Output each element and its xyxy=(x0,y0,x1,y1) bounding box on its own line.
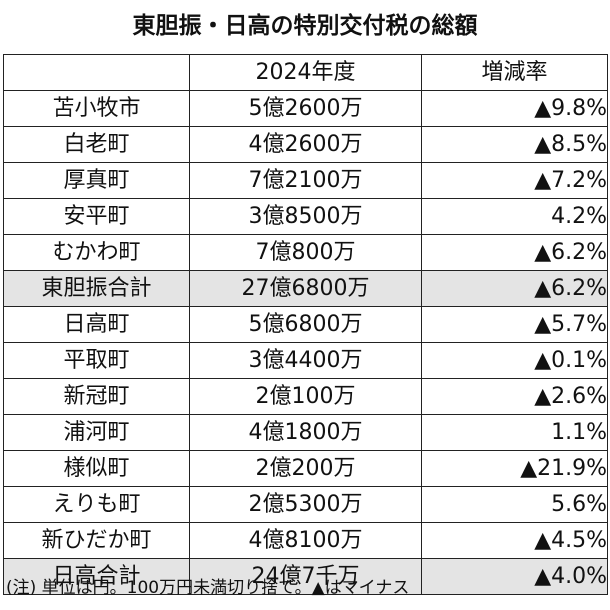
rate-cell: ▲7.2% xyxy=(421,162,608,199)
rate-cell: 4.2% xyxy=(421,198,608,235)
name-cell: 浦河町 xyxy=(3,414,190,451)
amount-cell: 5億6800万 xyxy=(189,306,422,343)
rate-cell: ▲8.5% xyxy=(421,126,608,163)
table-row: 厚真町 7億2100万 ▲7.2% xyxy=(3,162,608,199)
tax-table: 2024年度 増減率 苫小牧市 5億2600万 ▲9.8% 白老町 4億2600万 ▲8.… xyxy=(3,54,608,595)
rate-cell: ▲4.0% xyxy=(421,558,608,595)
amount-cell: 27億6800万 xyxy=(189,270,422,307)
table-header-row: 2024年度 増減率 xyxy=(3,54,608,91)
name-cell: 平取町 xyxy=(3,342,190,379)
name-cell: 東胆振合計 xyxy=(3,270,190,307)
amount-cell: 7億2100万 xyxy=(189,162,422,199)
name-cell: むかわ町 xyxy=(3,234,190,271)
rate-cell: ▲4.5% xyxy=(421,522,608,559)
rate-cell: ▲9.8% xyxy=(421,90,608,127)
rate-cell: 1.1% xyxy=(421,414,608,451)
name-cell: 様似町 xyxy=(3,450,190,487)
rate-cell: ▲0.1% xyxy=(421,342,608,379)
amount-cell: 5億2600万 xyxy=(189,90,422,127)
page-title: 東胆振・日高の特別交付税の総額 xyxy=(132,13,478,39)
amount-cell: 2億200万 xyxy=(189,450,422,487)
header-name-cell xyxy=(3,54,190,91)
rate-cell: ▲5.7% xyxy=(421,306,608,343)
table-row: 新冠町 2億100万 ▲2.6% xyxy=(3,378,608,415)
table-row: 平取町 3億4400万 ▲0.1% xyxy=(3,342,608,379)
rate-cell: ▲6.2% xyxy=(421,270,608,307)
name-cell: 安平町 xyxy=(3,198,190,235)
amount-cell: 2億100万 xyxy=(189,378,422,415)
name-cell: 苫小牧市 xyxy=(3,90,190,127)
name-cell: 厚真町 xyxy=(3,162,190,199)
table-row: 新ひだか町 4億8100万 ▲4.5% xyxy=(3,522,608,559)
amount-cell: 24億7千万 xyxy=(189,558,422,595)
amount-cell: 4億1800万 xyxy=(189,414,422,451)
footnote: (注) 単位は円。100万円未満切り捨て。▲はマイナス xyxy=(6,578,410,598)
name-cell: 新冠町 xyxy=(3,378,190,415)
amount-cell: 3億4400万 xyxy=(189,342,422,379)
header-rate-cell: 増減率 xyxy=(421,54,608,91)
amount-cell: 4億2600万 xyxy=(189,126,422,163)
amount-cell: 4億8100万 xyxy=(189,522,422,559)
table-row: 苫小牧市 5億2600万 ▲9.8% xyxy=(3,90,608,127)
table-row: 安平町 3億8500万 4.2% xyxy=(3,198,608,235)
table-total-row: 日高合計 24億7千万 ▲4.0% xyxy=(3,558,608,595)
name-cell: 日高合計 xyxy=(3,558,190,595)
table-row: 日高町 5億6800万 ▲5.7% xyxy=(3,306,608,343)
name-cell: えりも町 xyxy=(3,486,190,523)
table-row: 浦河町 4億1800万 1.1% xyxy=(3,414,608,451)
header-amount-cell: 2024年度 xyxy=(189,54,422,91)
table-total-row: 東胆振合計 27億6800万 ▲6.2% xyxy=(3,270,608,307)
rate-cell: ▲21.9% xyxy=(421,450,608,487)
name-cell: 日高町 xyxy=(3,306,190,343)
rate-cell: 5.6% xyxy=(421,486,608,523)
name-cell: 新ひだか町 xyxy=(3,522,190,559)
rate-cell: ▲2.6% xyxy=(421,378,608,415)
amount-cell: 7億800万 xyxy=(189,234,422,271)
table-row: えりも町 2億5300万 5.6% xyxy=(3,486,608,523)
amount-cell: 3億8500万 xyxy=(189,198,422,235)
amount-cell: 2億5300万 xyxy=(189,486,422,523)
name-cell: 白老町 xyxy=(3,126,190,163)
table-row: むかわ町 7億800万 ▲6.2% xyxy=(3,234,608,271)
rate-cell: ▲6.2% xyxy=(421,234,608,271)
table-row: 様似町 2億200万 ▲21.9% xyxy=(3,450,608,487)
table-row: 白老町 4億2600万 ▲8.5% xyxy=(3,126,608,163)
